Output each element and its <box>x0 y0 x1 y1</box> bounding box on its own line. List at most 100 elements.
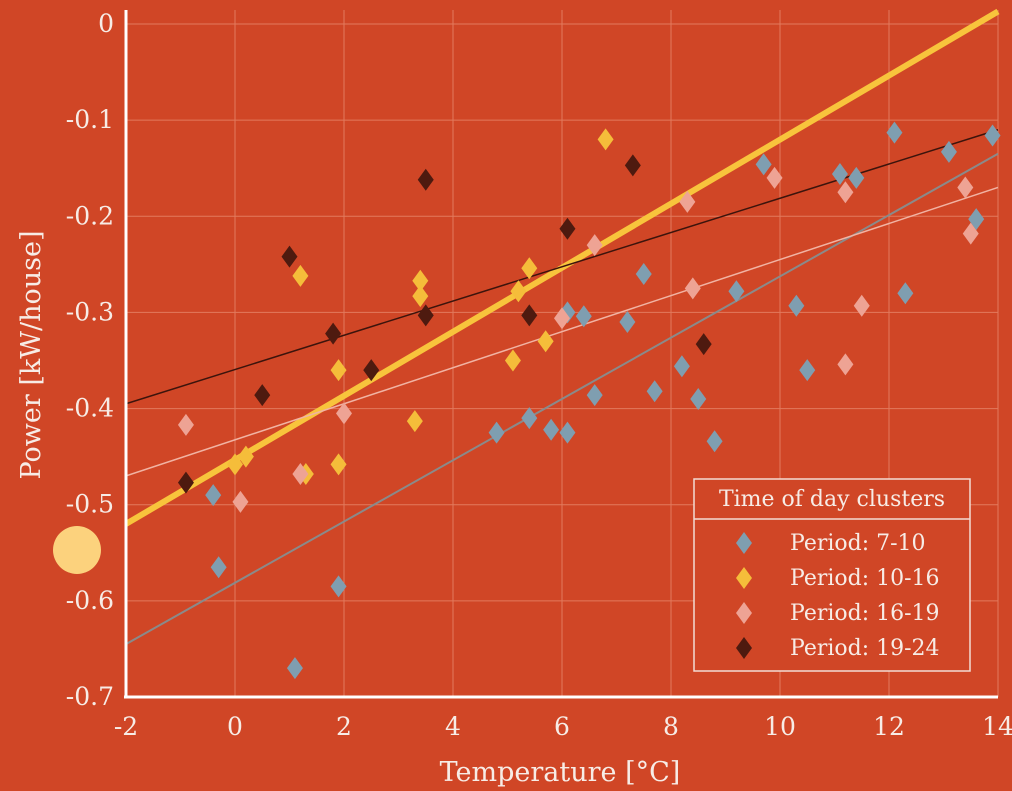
data-point <box>586 384 603 407</box>
data-point <box>488 421 505 444</box>
y-tick-label: 0 <box>98 9 114 38</box>
legend-items: Period: 7-10 Period: 10-16 Period: 16-19 Pe… <box>736 531 940 661</box>
fit-line <box>125 186 999 477</box>
data-point <box>962 222 979 245</box>
y-tick-label: -0.3 <box>66 297 114 326</box>
x-tick-label: 8 <box>663 712 679 741</box>
data-point <box>177 471 194 494</box>
highlight-dot <box>53 526 101 574</box>
data-point <box>575 305 592 328</box>
x-tick-label: 0 <box>227 712 243 741</box>
data-point <box>537 330 554 353</box>
x-tick-label: 2 <box>336 712 352 741</box>
data-points <box>177 121 1001 680</box>
legend-box <box>693 478 971 672</box>
data-point <box>684 277 701 300</box>
data-point <box>292 462 309 485</box>
y-tick-label: -0.5 <box>66 490 114 519</box>
data-point <box>619 311 636 334</box>
fit-line <box>124 8 1000 527</box>
data-point <box>679 190 696 213</box>
y-tick-label: -0.7 <box>66 682 114 711</box>
data-point <box>788 294 805 317</box>
data-point <box>281 245 298 268</box>
x-tick-label: 10 <box>764 712 796 741</box>
data-point <box>177 413 194 436</box>
data-point <box>521 257 538 280</box>
data-point <box>706 430 723 453</box>
data-point <box>559 217 576 240</box>
x-tick-label: 12 <box>873 712 905 741</box>
legend-marker <box>736 567 752 589</box>
data-point <box>330 575 347 598</box>
data-point <box>635 262 652 285</box>
data-point <box>205 484 222 507</box>
legend: Time of day clusters Period: 7-10Period:… <box>693 478 971 672</box>
legend-label: Period: 10-16 <box>790 566 940 591</box>
data-point <box>690 387 707 410</box>
data-point <box>559 421 576 444</box>
x-axis-title: Temperature [°C] <box>440 757 681 788</box>
data-point <box>586 234 603 257</box>
legend-title: Time of day clusters <box>719 487 945 512</box>
legend-label: Period: 16-19 <box>790 601 940 626</box>
x-tick-label: 14 <box>982 712 1012 741</box>
x-tick-label: 6 <box>554 712 570 741</box>
y-tick-label: -0.1 <box>66 105 114 134</box>
data-point <box>597 128 614 151</box>
data-point <box>330 359 347 382</box>
data-point <box>504 349 521 372</box>
legend-marker <box>736 532 752 554</box>
y-tick-label: -0.2 <box>66 201 114 230</box>
data-point <box>543 418 560 441</box>
data-point <box>227 453 243 476</box>
data-point <box>646 380 663 403</box>
data-point <box>417 304 434 327</box>
data-point <box>695 333 712 356</box>
legend-label: Period: 19-24 <box>790 636 940 661</box>
data-point <box>325 322 342 345</box>
data-point <box>728 280 745 303</box>
data-point <box>940 140 957 163</box>
x-tick-label: 4 <box>445 712 461 741</box>
data-point <box>886 121 903 144</box>
data-point <box>831 162 848 185</box>
tick-labels: -2 0 2 4 6 8 10 12 14 0 -0.1 -0.2 -0.3 -0.4 -0.5 -0.6 -0… <box>66 9 1012 741</box>
data-point <box>412 285 429 308</box>
legend-marker <box>736 637 752 659</box>
data-point <box>254 384 271 407</box>
data-point <box>417 168 434 191</box>
axes <box>124 10 998 699</box>
data-point <box>336 402 352 425</box>
legend-marker <box>736 602 752 624</box>
data-point <box>799 359 816 382</box>
data-point <box>363 359 380 382</box>
legend-label: Period: 7-10 <box>790 531 926 556</box>
data-point <box>521 304 538 327</box>
data-point <box>837 181 854 204</box>
data-point <box>853 294 870 317</box>
data-point <box>897 282 914 305</box>
data-point <box>510 280 527 303</box>
data-point <box>406 410 423 433</box>
data-point <box>673 355 690 378</box>
data-point <box>237 445 254 468</box>
data-point <box>755 153 772 176</box>
data-point <box>554 307 570 330</box>
data-point <box>521 407 538 430</box>
data-point <box>984 124 1001 147</box>
data-point <box>292 264 309 287</box>
y-axis-title: Power [kW/house] <box>16 230 47 479</box>
data-point <box>624 154 641 177</box>
data-point <box>286 657 303 680</box>
data-point <box>412 269 429 292</box>
y-tick-label: -0.6 <box>66 586 114 615</box>
data-point <box>766 166 783 189</box>
data-point <box>848 166 865 189</box>
y-tick-label: -0.4 <box>66 394 114 423</box>
x-tick-label: -2 <box>114 712 138 741</box>
data-point <box>957 176 974 199</box>
data-point <box>232 490 249 513</box>
data-point <box>330 453 347 476</box>
